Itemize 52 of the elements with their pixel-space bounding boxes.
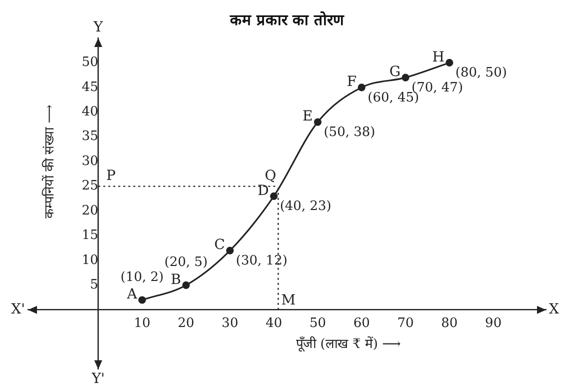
y-tick-label: 25 xyxy=(82,178,98,194)
text: Y' xyxy=(90,370,105,387)
x-tick-label: 50 xyxy=(309,316,326,332)
x-tick-label: 70 xyxy=(397,316,414,332)
x-tick-label: 20 xyxy=(178,316,194,332)
point xyxy=(446,58,454,67)
y-tick-label: 15 xyxy=(82,228,98,244)
text: X xyxy=(549,302,559,318)
text: X' xyxy=(11,302,25,318)
data-label: (10, 2) xyxy=(120,270,164,285)
annotation: E xyxy=(302,108,313,125)
x-tick-label: 80 xyxy=(441,316,458,332)
chart-title: कम प्रकार का तोरण xyxy=(229,10,345,29)
annotation: D xyxy=(258,182,269,199)
y-tick-label: 50 xyxy=(82,55,98,70)
annotation: H xyxy=(432,49,444,66)
annotation: G xyxy=(389,64,401,80)
y-tick-label: 20 xyxy=(82,203,98,218)
point xyxy=(226,246,234,254)
data-label: (30, 12) xyxy=(236,253,288,268)
y-tick-label: 10 xyxy=(82,252,98,268)
data-label: (60, 45) xyxy=(368,90,420,106)
point xyxy=(138,296,146,304)
y-tick-label: 30 xyxy=(82,154,98,169)
x-tick-label: 90 xyxy=(485,316,502,332)
ref-line-label: P xyxy=(106,168,116,184)
annotation: Q xyxy=(264,168,276,184)
x-tick-label: 10 xyxy=(134,316,150,332)
point xyxy=(182,281,190,289)
point xyxy=(314,118,322,126)
point xyxy=(358,84,366,92)
x-tick-label: 40 xyxy=(266,316,282,332)
y-tick-label: 5 xyxy=(90,278,98,293)
x-tick-label: 60 xyxy=(353,316,370,332)
annotation: B xyxy=(170,272,182,288)
data-label: (20, 5) xyxy=(164,255,208,270)
y-tick-label: 35 xyxy=(82,129,98,144)
text: Y xyxy=(92,20,104,36)
data-label: (40, 23) xyxy=(280,199,332,214)
y-tick-label: 45 xyxy=(82,80,98,95)
point xyxy=(270,192,278,200)
data-label: (50, 38) xyxy=(324,124,376,140)
y-tick-label: 40 xyxy=(82,104,98,120)
x-axis-title: पूँजी (लाख ₹ में) ⟶ xyxy=(296,336,402,352)
annotation: F xyxy=(346,74,357,90)
y-axis-title: कम्पनियों की संख्या ⟶ xyxy=(42,104,58,219)
data-label: (80, 50) xyxy=(455,66,507,81)
x-tick-label: 30 xyxy=(222,316,238,332)
ref-line-label: M xyxy=(281,292,296,309)
annotation: A xyxy=(126,286,138,303)
point xyxy=(402,74,410,82)
annotation: C xyxy=(214,237,225,254)
